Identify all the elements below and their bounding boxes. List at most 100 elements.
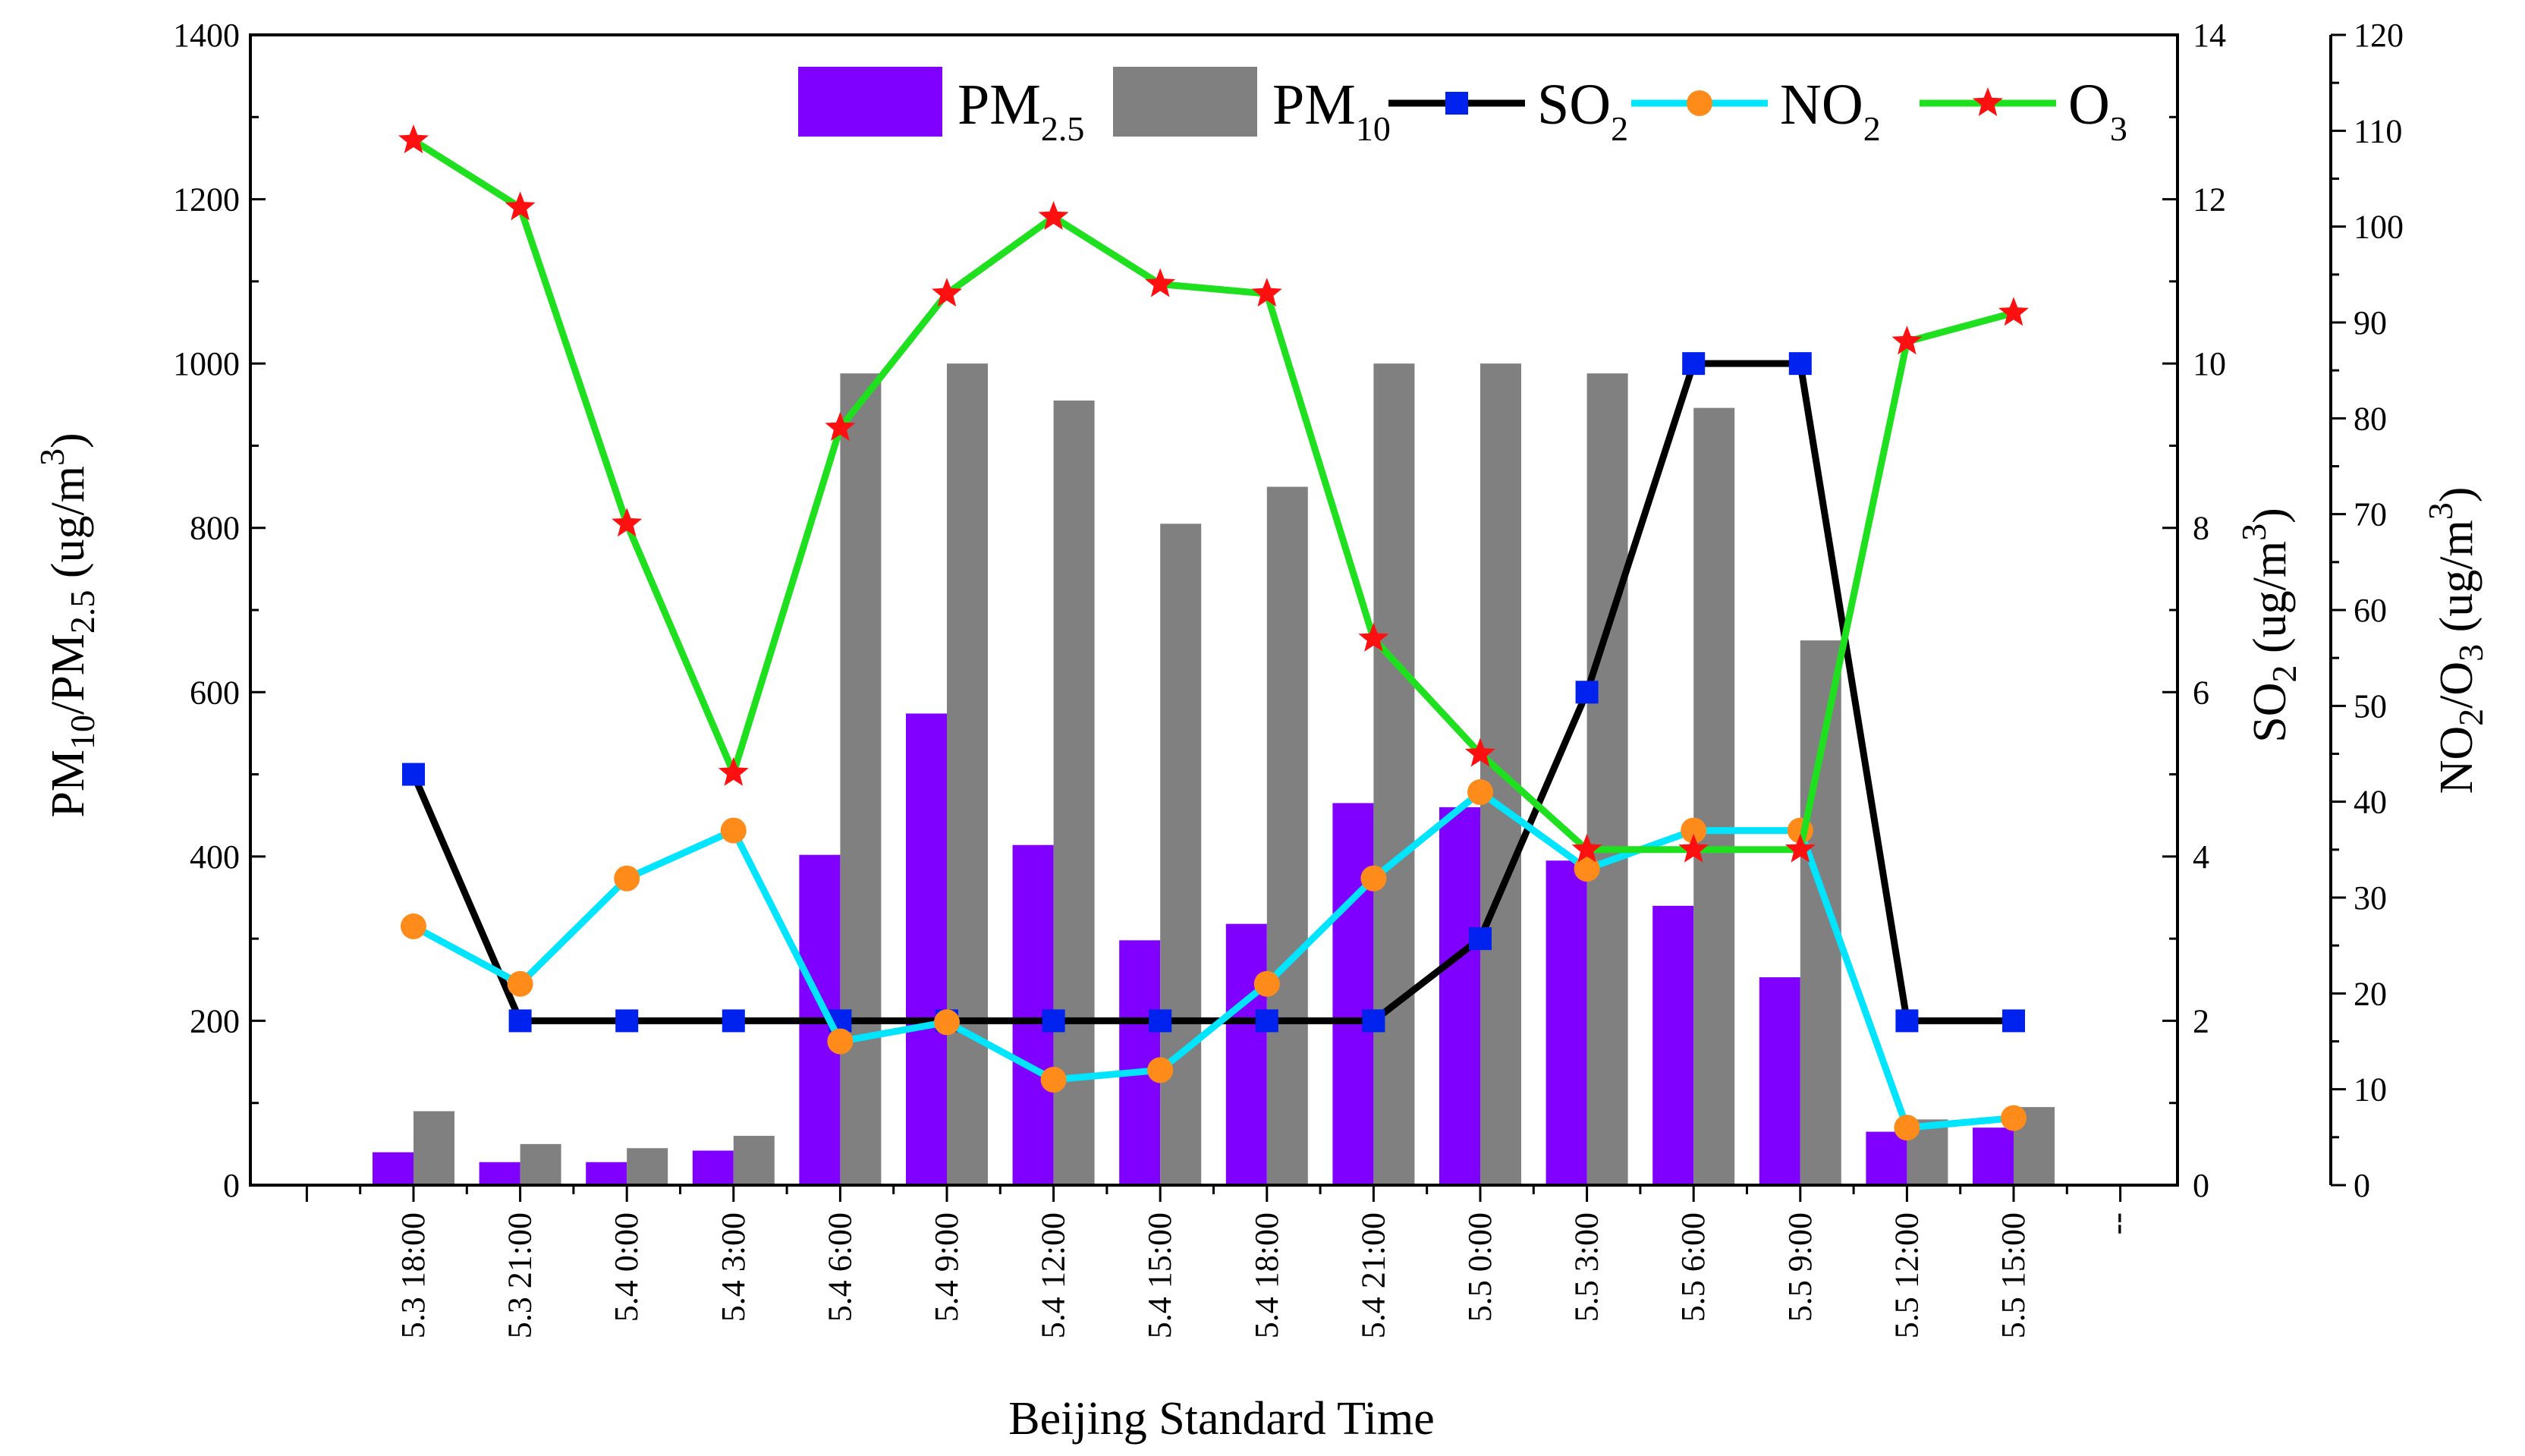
no2o3-tick-label: 60 [2354, 592, 2387, 629]
x-tick-label: 5.4 6:00 [821, 1212, 858, 1322]
no2o3-tick-label: 50 [2354, 687, 2387, 725]
point-no2-15 [2001, 1105, 2027, 1131]
so2-tick-label: 8 [2193, 510, 2209, 547]
pm-title-close: ) [42, 432, 94, 448]
point-no2-8 [1253, 970, 1280, 997]
point-no2-2 [614, 865, 640, 892]
legend-label-main: O [2068, 73, 2110, 137]
no2o3-tick-label: 70 [2354, 496, 2387, 533]
x-tick-label: 5.5 3:00 [1568, 1212, 1605, 1322]
x-tick-label: 5.5 12:00 [1888, 1212, 1925, 1338]
point-o3-9 [1358, 622, 1389, 652]
axes-layer: 0 200 400 600 800 1000 1200 1400 0 2 4 6 8 10 12 14 0 10 2… [173, 17, 2404, 1338]
bar-pm25-12 [1652, 905, 1694, 1185]
x-trailing-tick-label: -- [2099, 1212, 2136, 1234]
x-tick-label: 5.4 18:00 [1248, 1212, 1285, 1338]
so2-tick-label: 10 [2193, 345, 2226, 382]
no2o3-tick-label: 80 [2354, 400, 2387, 437]
point-no2-3 [720, 817, 747, 844]
point-o3-1 [505, 191, 536, 221]
point-o3-5 [932, 278, 962, 307]
x-tick-label: 5.5 6:00 [1674, 1212, 1712, 1322]
x-tick-label: 5.4 0:00 [608, 1212, 645, 1322]
so2-title-main: SO [2244, 683, 2296, 743]
no2o3-tick-label: 10 [2354, 1071, 2387, 1109]
bar-pm10-4 [840, 373, 882, 1185]
x-tick-label: 5.5 15:00 [1995, 1212, 2032, 1338]
bar-pm25-10 [1439, 807, 1480, 1185]
line-no2 [411, 788, 2014, 1131]
no2o3-title-mid: /O [2431, 662, 2483, 709]
bar-pm10-12 [1693, 407, 1735, 1185]
point-so2-2 [615, 1009, 639, 1033]
point-no2-9 [1360, 865, 1387, 892]
legend-label-main: PM [1272, 73, 1356, 137]
so2-tick-label: 12 [2193, 181, 2226, 219]
x-tick-label: 5.4 9:00 [928, 1212, 965, 1322]
legend-marker-so2 [1445, 92, 1468, 115]
x-tick-label: 5.4 3:00 [715, 1212, 752, 1322]
pm-tick-label: 0 [223, 1167, 240, 1204]
legend-label-main: SO [1537, 73, 1611, 137]
legend-label-sub: 2 [1863, 109, 1881, 148]
legend-swatch-pm25 [798, 67, 942, 137]
bar-pm25-13 [1759, 977, 1800, 1185]
point-so2-14 [1895, 1009, 1919, 1033]
so2-tick-label: 14 [2193, 17, 2226, 54]
pm-tick-label: 1200 [173, 181, 240, 219]
point-o3-4 [825, 412, 856, 441]
x-tick-label: 5.4 12:00 [1035, 1212, 1072, 1338]
pm-title-main: PM [42, 750, 94, 818]
no2o3-title-sub2: 3 [2451, 644, 2490, 662]
plot-frame [249, 33, 2179, 1187]
no2o3-title-unit: (ug/m [2431, 520, 2483, 644]
legend-label-main: NO [1780, 73, 1863, 137]
pm-title-mid: /PM [42, 634, 94, 715]
x-tick-label: 5.3 21:00 [502, 1212, 539, 1338]
no2o3-axis-title: NO2/O3 (ug/m3) [2421, 487, 2490, 794]
so2-tick-label: 4 [2193, 838, 2209, 876]
legend-marker-no2 [1687, 90, 1712, 116]
no2o3-tick-label: 20 [2354, 975, 2387, 1012]
pm-tick-label: 200 [190, 1002, 240, 1039]
no2o3-tick-label: 30 [2354, 879, 2387, 917]
legend-label-main: PM [957, 73, 1041, 137]
point-so2-15 [2002, 1009, 2025, 1033]
point-so2-3 [722, 1009, 745, 1033]
legend-label-sub: 2 [1611, 109, 1628, 148]
line-o3 [411, 137, 2015, 854]
so2-tick-label: 2 [2193, 1002, 2209, 1039]
bar-pm10-7 [1160, 524, 1202, 1185]
x-axis-title: Beijing Standard Time [1008, 1393, 1434, 1445]
point-o3-11 [1571, 833, 1602, 863]
no2o3-tick-label: 100 [2354, 209, 2404, 246]
so2-tick-label: 6 [2193, 674, 2209, 711]
point-o3-6 [1038, 201, 1069, 230]
bar-pm25-3 [692, 1150, 734, 1185]
bar-pm10-2 [627, 1148, 668, 1185]
bar-pm25-5 [906, 713, 947, 1185]
bar-pm10-13 [1800, 640, 1841, 1185]
point-o3-3 [718, 756, 749, 786]
legend-label-sub: 2.5 [1041, 109, 1085, 148]
no2o3-tick-label: 120 [2354, 17, 2404, 54]
point-o3-15 [1998, 297, 2029, 326]
point-so2-8 [1255, 1009, 1278, 1033]
point-no2-11 [1574, 856, 1600, 882]
point-no2-1 [507, 970, 533, 997]
point-o3-7 [1145, 268, 1176, 297]
no2o3-tick-label: 110 [2354, 112, 2402, 149]
pm-title-sup: 3 [33, 448, 71, 466]
no2o3-title-close: ) [2431, 487, 2483, 503]
point-no2-14 [1894, 1115, 1920, 1141]
x-tick-label: 5.3 18:00 [395, 1212, 432, 1338]
bar-layer [373, 363, 2055, 1186]
pm-tick-label: 800 [190, 510, 240, 547]
point-so2-13 [1788, 352, 1812, 376]
bar-pm10-0 [413, 1111, 454, 1185]
point-so2-11 [1575, 681, 1599, 704]
point-o3-12 [1678, 833, 1709, 863]
bar-pm25-2 [586, 1162, 627, 1185]
